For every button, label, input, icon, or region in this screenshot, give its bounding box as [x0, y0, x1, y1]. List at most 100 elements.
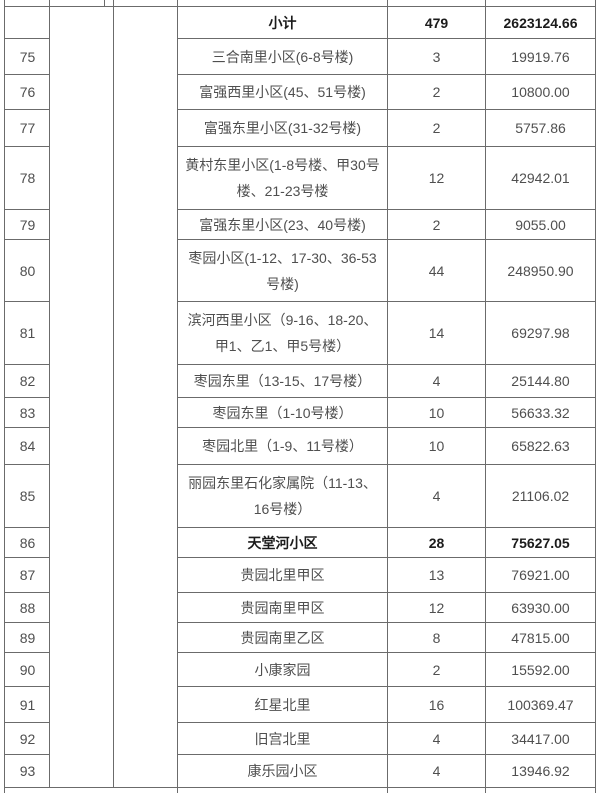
table-row: 三合南里小区(6-8号楼) 3 19919.76 [178, 39, 595, 75]
amount-cell: 21106.02 [511, 488, 570, 504]
community-name-cell: 枣园东里（13-15、17号楼） [178, 365, 388, 397]
household-count-cell: 8 [388, 623, 486, 652]
household-count-cell: 10 [388, 398, 486, 427]
table-row: 小康家园 2 15592.00 [178, 653, 595, 687]
community-name-cell: 富强东里小区(23、40号楼) [178, 210, 388, 239]
row-number-cell: 76 [5, 75, 50, 110]
household-count-cell: 2 [388, 75, 486, 109]
amount-cell [486, 0, 595, 6]
column-group-values: 小计 479 2623124.66 三合南里小区(6-8号楼) 3 19919.… [178, 0, 595, 793]
row-number-cell: 75 [5, 39, 50, 75]
table-row: 红星北里 16 100369.47 [178, 687, 595, 723]
row-number-cell: 90 [5, 653, 50, 687]
column-merged-empty-1 [50, 0, 114, 793]
amount-cell [486, 788, 595, 793]
amount-cell: 76921.00 [511, 567, 570, 583]
amount-cell: 34417.00 [511, 730, 570, 747]
row-number-cell: 79 [5, 210, 50, 240]
community-name-cell [178, 788, 388, 793]
table-row: 富强东里小区(23、40号楼) 2 9055.00 [178, 210, 595, 240]
community-name-cell: 三合南里小区(6-8号楼) [178, 39, 388, 74]
household-count-cell: 28 [388, 528, 486, 557]
amount-cell: 248950.90 [507, 262, 574, 279]
amount-cell: 13946.92 [511, 763, 570, 779]
table-row: 滨河西里小区（9-16、18-20、甲1、乙1、甲5号楼） 14 69297.9… [178, 302, 595, 365]
table-row: 旧宫北里 4 34417.00 [178, 723, 595, 755]
community-name-cell: 康乐园小区 [178, 755, 388, 787]
row-number-cell: 82 [5, 365, 50, 398]
row-number-cell: 80 [5, 240, 50, 302]
amount-cell: 19919.76 [511, 48, 570, 65]
community-name-cell: 丽园东里石化家属院（11-13、16号楼） [178, 465, 388, 527]
row-number-cell: 84 [5, 428, 50, 465]
merged-empty-cell [114, 7, 177, 788]
row-number-cell: 89 [5, 623, 50, 653]
household-count-cell: 10 [388, 428, 486, 464]
amount-cell: 25144.80 [511, 373, 570, 389]
row-number-cell: 78 [5, 147, 50, 210]
community-name-cell [178, 0, 388, 6]
household-count-cell [388, 0, 486, 6]
grid-line-stub [104, 0, 105, 7]
household-count-cell: 14 [388, 302, 486, 364]
community-name-cell: 枣园小区(1-12、17-30、36-53号楼) [178, 240, 388, 301]
household-count-cell: 4 [388, 755, 486, 787]
household-count-cell: 4 [388, 723, 486, 754]
table-row-sliver [178, 788, 595, 793]
row-number-cell: 87 [5, 558, 50, 593]
amount-cell: 63930.00 [511, 599, 570, 616]
row-number-cell: 83 [5, 398, 50, 428]
community-name-cell: 天堂河小区 [178, 528, 388, 557]
row-number-cell: 92 [5, 723, 50, 755]
row-number-cell: 86 [5, 528, 50, 558]
community-name-cell: 黄村东里小区(1-8号楼、甲30号楼、21-23号楼 [178, 147, 388, 209]
community-name-cell: 红星北里 [178, 687, 388, 722]
table-row: 贵园北里甲区 13 76921.00 [178, 558, 595, 593]
household-count-cell: 3 [388, 39, 486, 74]
amount-cell: 10800.00 [511, 84, 570, 100]
household-count-cell: 13 [388, 558, 486, 592]
row-number-cell: 88 [5, 593, 50, 623]
table-row: 枣园东里（13-15、17号楼） 4 25144.80 [178, 365, 595, 398]
table-row: 贵园南里乙区 8 47815.00 [178, 623, 595, 653]
household-count-cell [388, 788, 486, 793]
community-name-cell: 富强西里小区(45、51号楼) [178, 75, 388, 109]
household-count-cell: 4 [388, 465, 486, 527]
community-name-cell: 贵园北里甲区 [178, 558, 388, 592]
row-number-cell: 91 [5, 687, 50, 723]
table-row: 枣园东里（1-10号楼） 10 56633.32 [178, 398, 595, 428]
table-row: 丽园东里石化家属院（11-13、16号楼） 4 21106.02 [178, 465, 595, 528]
amount-cell: 65822.63 [511, 438, 570, 454]
table-row: 富强东里小区(31-32号楼) 2 5757.86 [178, 110, 595, 147]
amount-cell: 100369.47 [507, 696, 574, 713]
merged-empty-cell [50, 7, 114, 788]
row-number-cell: 77 [5, 110, 50, 147]
community-name-cell: 枣园东里（1-10号楼） [178, 398, 388, 427]
subtotal-amount: 2623124.66 [503, 14, 578, 31]
household-count-cell: 44 [388, 240, 486, 301]
amount-cell: 42942.01 [511, 170, 570, 186]
community-name-cell: 贵园南里乙区 [178, 623, 388, 652]
community-name-cell: 小康家园 [178, 653, 388, 686]
table-row-sliver [178, 0, 595, 7]
community-name-cell: 滨河西里小区（9-16、18-20、甲1、乙1、甲5号楼） [178, 302, 388, 364]
table-row: 黄村东里小区(1-8号楼、甲30号楼、21-23号楼 12 42942.01 [178, 147, 595, 210]
community-name-cell: 枣园北里（1-9、11号楼） [178, 428, 388, 464]
subtotal-count: 479 [388, 7, 486, 38]
row-number-cell [5, 7, 50, 39]
amount-cell: 75627.05 [511, 534, 570, 551]
table-cell-sliver [114, 0, 177, 7]
amount-cell: 9055.00 [515, 216, 566, 233]
household-count-cell: 2 [388, 653, 486, 686]
amount-cell: 5757.86 [515, 120, 566, 136]
column-row-number: 75 76 77 78 79 80 81 82 83 84 85 86 87 8… [5, 0, 50, 793]
table-row: 天堂河小区 28 75627.05 [178, 528, 595, 558]
community-name-cell: 贵园南里甲区 [178, 593, 388, 622]
row-number-cell: 81 [5, 302, 50, 365]
column-merged-empty-2 [114, 0, 178, 793]
subtotal-label: 小计 [178, 7, 388, 38]
household-count-cell: 4 [388, 365, 486, 397]
household-count-cell: 16 [388, 687, 486, 722]
table-cell-sliver [5, 0, 50, 7]
table-row: 富强西里小区(45、51号楼) 2 10800.00 [178, 75, 595, 110]
